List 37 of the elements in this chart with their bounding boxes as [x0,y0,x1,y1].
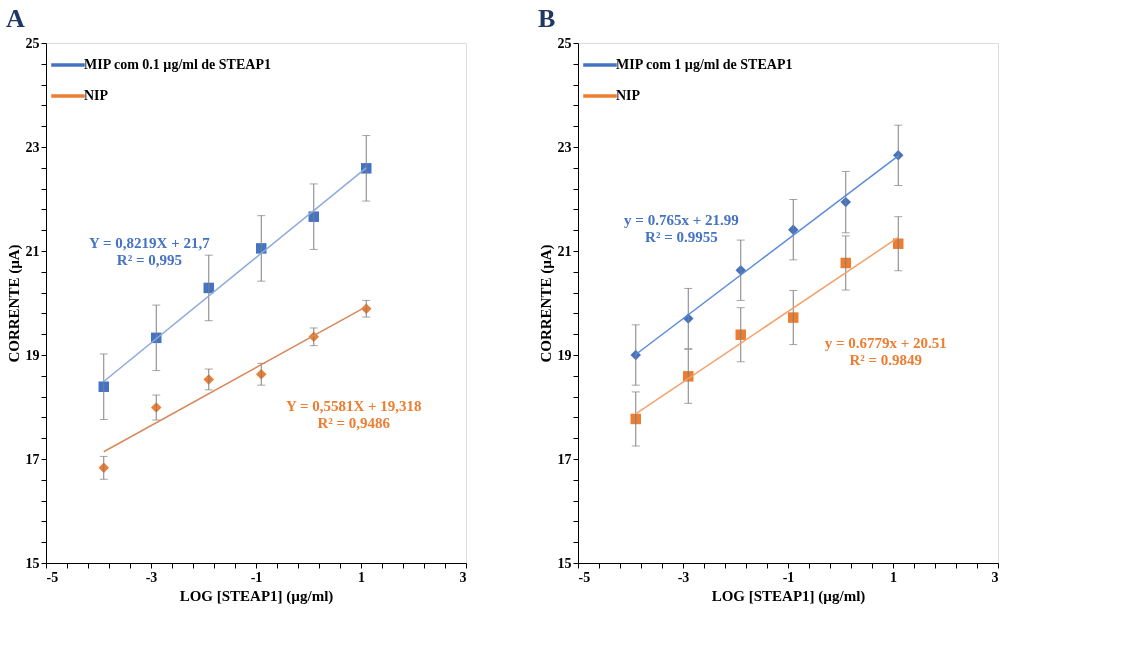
x-tick-label: 1 [358,569,365,585]
x-tick-label: -1 [782,569,795,585]
y-tick-label: 15 [557,555,572,571]
x-axis-title: LOG [STEAP1] (µg/ml) [179,587,334,605]
chart-title: A [6,4,25,33]
y-tick-label: 15 [25,555,40,571]
x-tick-label: -3 [677,569,690,585]
y-tick-label: 23 [25,139,40,155]
annotation: Y = 0,5581X + 19,318 R² = 0,9486 [285,397,422,431]
legend-label: NIP [616,88,641,103]
x-axis-title: LOG [STEAP1] (µg/ml) [711,587,866,605]
y-tick-label: 17 [557,451,572,467]
x-tick-label: -5 [578,569,591,585]
y-tick-label: 19 [557,347,572,363]
y-tick-label: 23 [557,139,572,155]
point [788,312,799,323]
y-axis-title: CORRENTE (µA) [5,244,23,363]
x-tick-label: -5 [46,569,59,585]
y-tick-label: 19 [25,347,40,363]
y-tick-label: 25 [25,35,40,51]
chart-title: B [538,4,556,33]
annotation: y = 0.6779x + 20.51 R² = 0.9849 [824,334,947,368]
y-tick-label: 21 [25,243,40,259]
legend-label: MIP com 1 µg/ml de STEAP1 [616,57,793,72]
y-tick-label: 25 [557,35,572,51]
x-tick-label: 3 [991,569,999,585]
y-tick-label: 17 [25,451,40,467]
annotation: Y = 0,8219X + 21,7 R² = 0,995 [89,235,211,269]
x-tick-label: -3 [145,569,158,585]
annotation: y = 0.765x + 21.99 R² = 0.9955 [624,211,739,245]
y-axis-title: CORRENTE (µA) [537,244,555,363]
legend-label: NIP [84,88,109,103]
legend-label: MIP com 0.1 µg/ml de STEAP1 [84,57,271,72]
x-tick-label: 3 [459,569,467,585]
x-tick-label: 1 [890,569,897,585]
y-tick-label: 21 [557,243,572,259]
x-tick-label: -1 [250,569,263,585]
